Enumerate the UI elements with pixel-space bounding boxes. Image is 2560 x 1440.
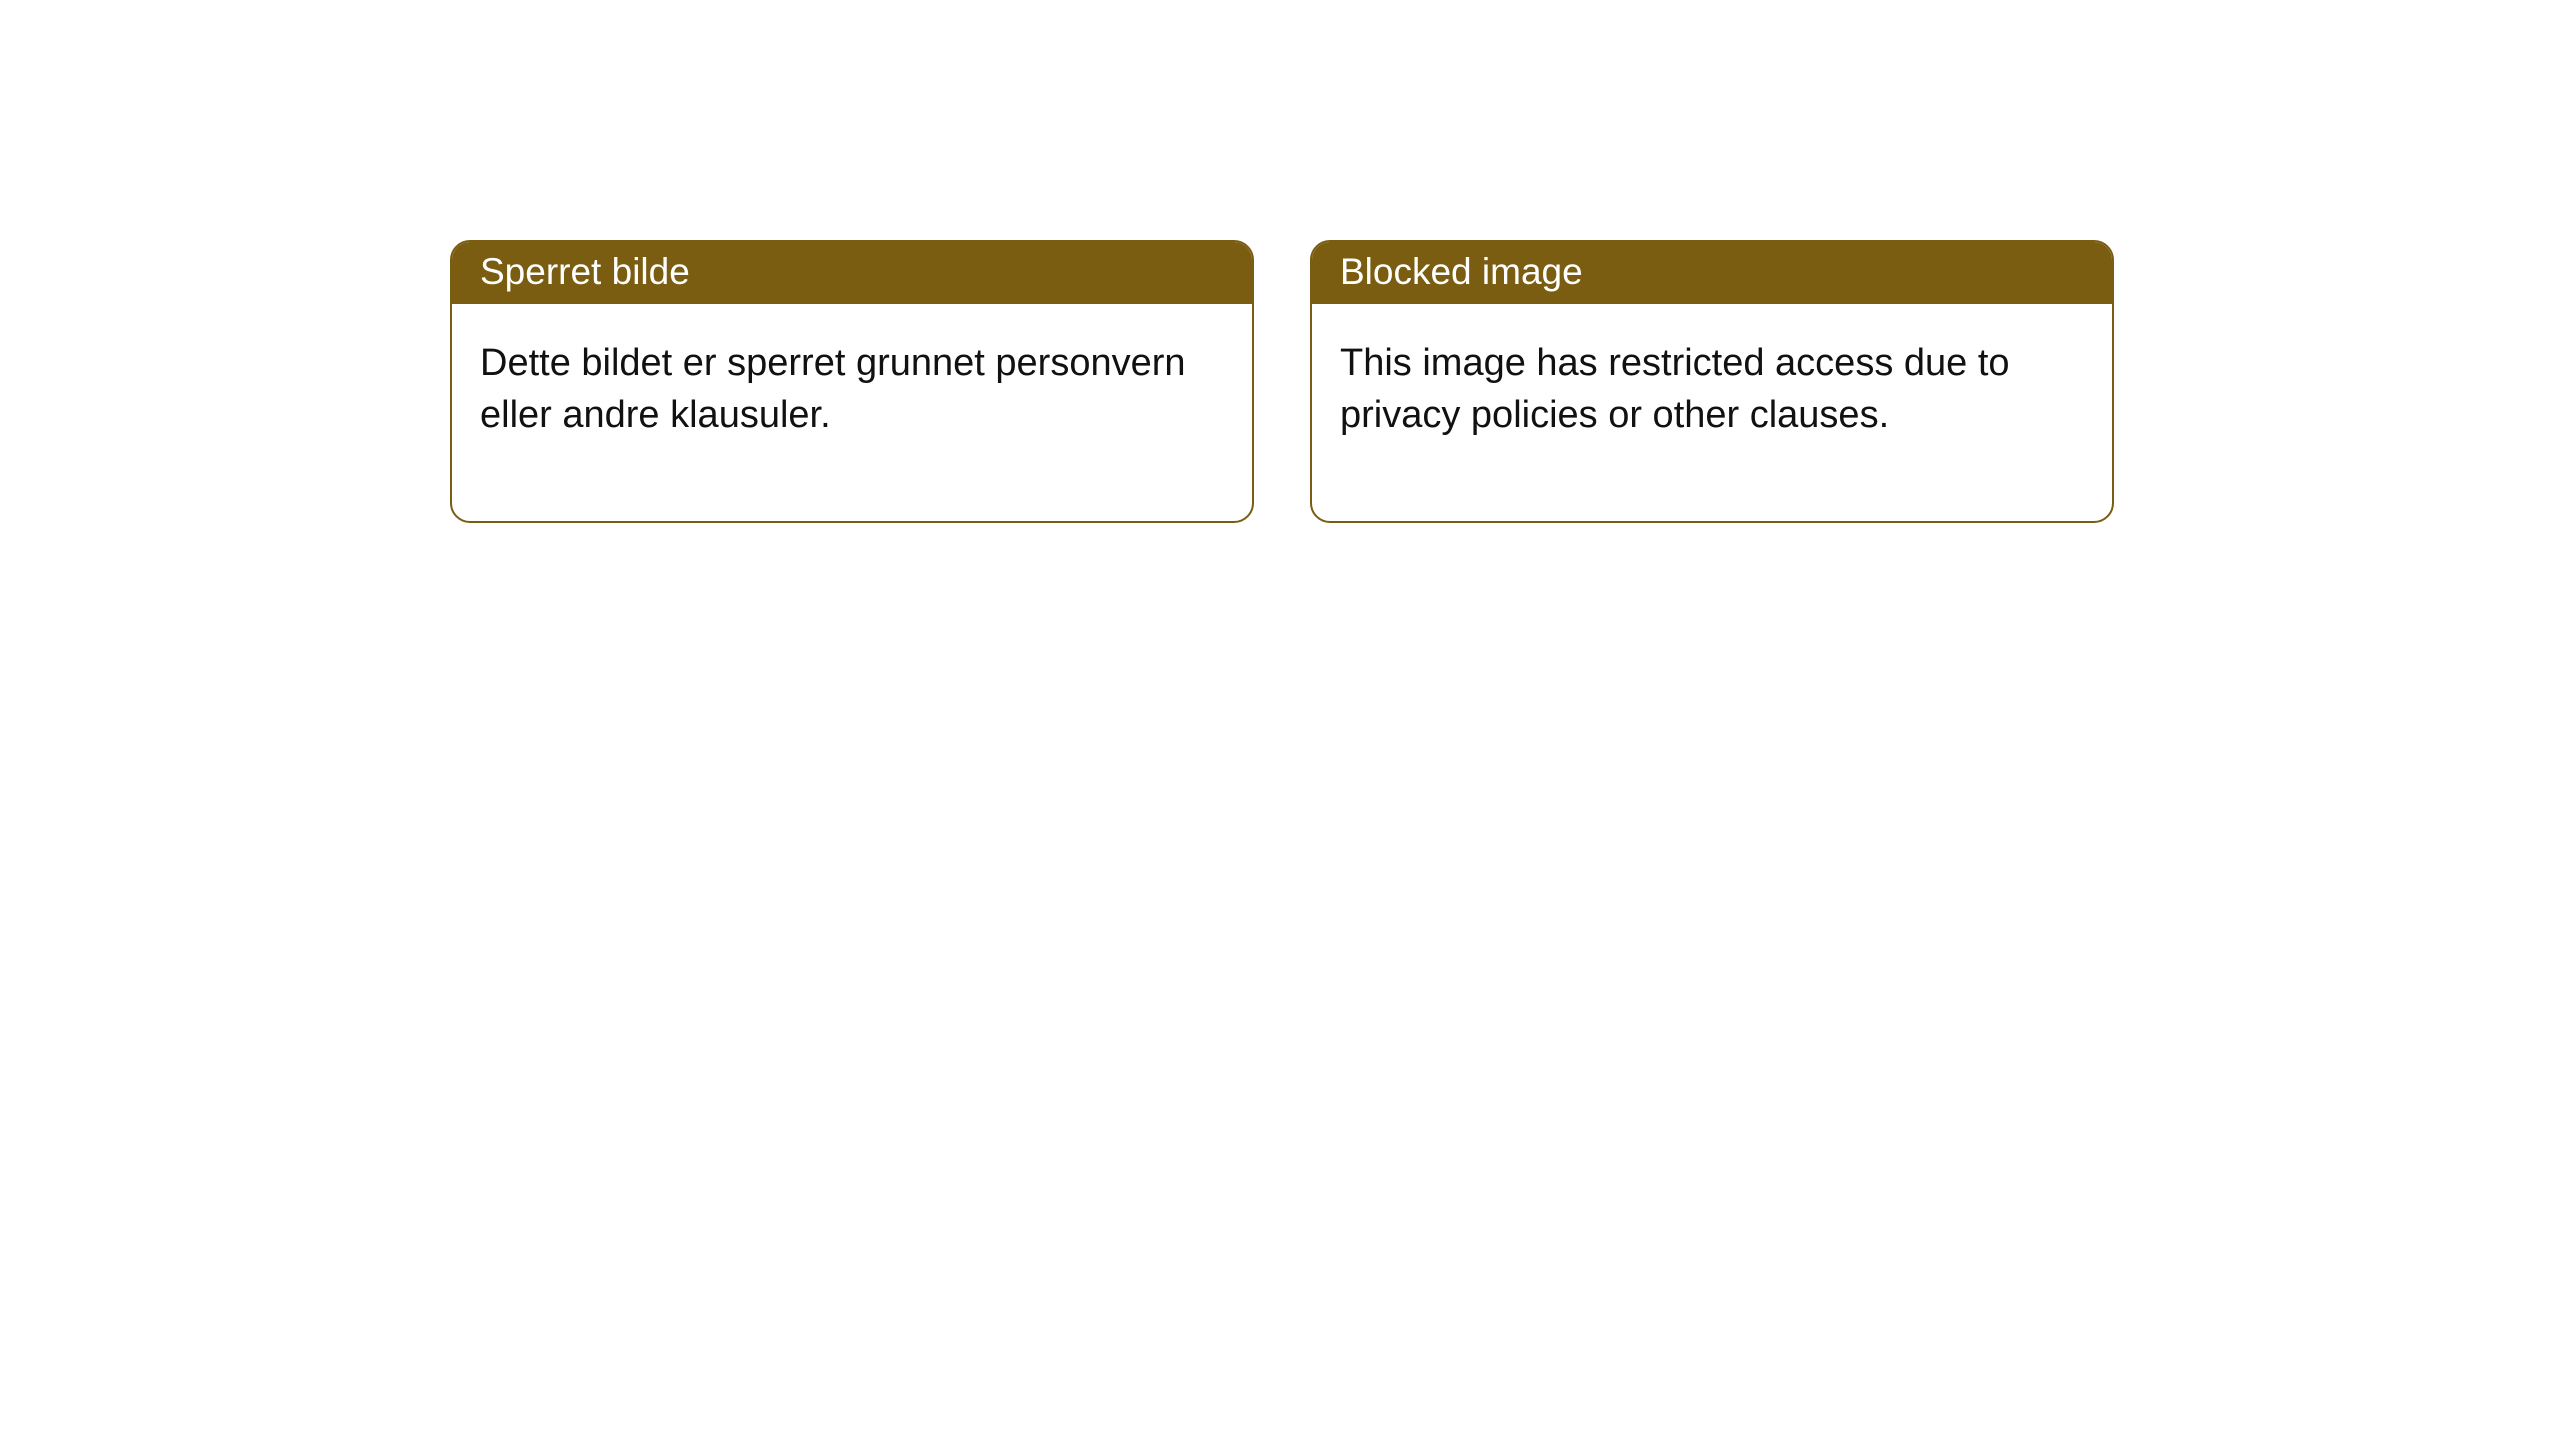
notice-card-norwegian: Sperret bilde Dette bildet er sperret gr…	[450, 240, 1254, 523]
notice-container: Sperret bilde Dette bildet er sperret gr…	[0, 0, 2560, 523]
notice-body: This image has restricted access due to …	[1312, 304, 2112, 521]
notice-header: Sperret bilde	[452, 242, 1252, 304]
notice-header: Blocked image	[1312, 242, 2112, 304]
notice-body: Dette bildet er sperret grunnet personve…	[452, 304, 1252, 521]
notice-card-english: Blocked image This image has restricted …	[1310, 240, 2114, 523]
